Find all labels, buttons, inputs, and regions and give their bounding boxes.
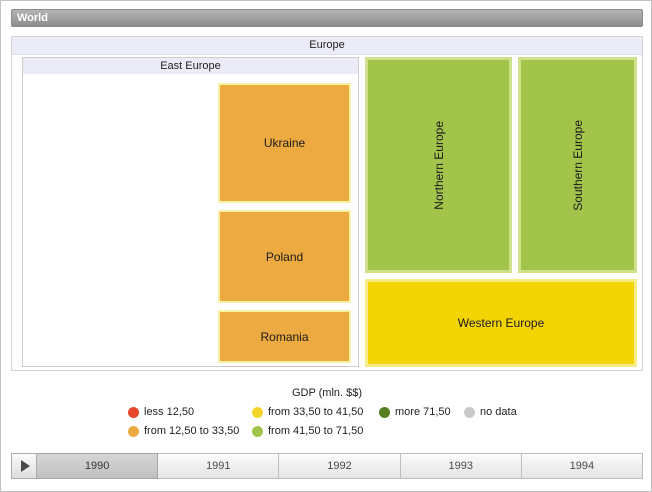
timeline-year-1992[interactable]: 1992 <box>279 453 401 479</box>
europe-group-header[interactable]: Europe <box>12 37 642 55</box>
timeline-year-1991[interactable]: 1991 <box>158 453 280 479</box>
legend-marker <box>252 425 263 437</box>
tile-western-europe[interactable]: Western Europe <box>365 279 637 367</box>
legend-marker <box>379 406 390 418</box>
legend-label: from 12,50 to 33,50 <box>144 425 240 437</box>
legend-label: from 33,50 to 41,50 <box>268 406 364 418</box>
timeline-year-1990[interactable]: 1990 <box>37 453 159 479</box>
east-europe-group: East Europe Ukraine Poland Romania <box>22 57 359 367</box>
legend-item: from 12,50 to 33,50 <box>128 425 239 437</box>
timeline-year-1994[interactable]: 1994 <box>521 453 644 479</box>
legend-item: from 41,50 to 71,50 <box>252 425 363 437</box>
play-icon <box>20 460 30 472</box>
treemap-chart: Europe East Europe Ukraine Poland Romani… <box>11 36 643 371</box>
east-europe-group-header[interactable]: East Europe <box>23 58 358 74</box>
legend-title: GDP (mln. $$) <box>291 387 363 399</box>
world-drillup-button[interactable]: World <box>11 9 643 27</box>
tile-label: Poland <box>265 249 304 264</box>
timeline-year-1993[interactable]: 1993 <box>400 453 522 479</box>
tile-label: Ukraine <box>263 136 306 150</box>
timeline: 1990 1991 1992 1993 1994 <box>11 453 644 479</box>
legend-item: from 33,50 to 41,50 <box>252 406 363 418</box>
legend-label: from 41,50 to 71,50 <box>268 425 364 437</box>
tile-label: Southern Europe <box>570 119 585 211</box>
legend-item: less 12,50 <box>128 406 194 418</box>
legend-item: no data <box>464 406 517 418</box>
legend: GDP (mln. $$) less 12,50 from 12,50 to 3… <box>1 387 651 445</box>
tile-label: Western Europe <box>457 316 545 330</box>
tile-label: Romania <box>260 329 309 344</box>
tile-southern-europe[interactable]: Southern Europe <box>518 57 637 273</box>
legend-marker <box>128 406 139 418</box>
world-label: World <box>17 12 48 24</box>
tile-romania[interactable]: Romania <box>218 310 351 363</box>
legend-marker <box>464 406 475 418</box>
legend-label: no data <box>480 406 517 418</box>
timeline-years: 1990 1991 1992 1993 1994 <box>37 453 644 479</box>
legend-label: more 71,50 <box>395 406 451 418</box>
legend-label: less 12,50 <box>144 406 195 418</box>
tile-poland[interactable]: Poland <box>218 210 351 303</box>
legend-item: more 71,50 <box>379 406 451 418</box>
play-button[interactable] <box>11 453 37 479</box>
tile-label: Northern Europe <box>431 120 446 210</box>
tile-ukraine[interactable]: Ukraine <box>218 83 351 203</box>
legend-marker <box>128 425 139 437</box>
tile-northern-europe[interactable]: Northern Europe <box>365 57 512 273</box>
legend-marker <box>252 406 263 418</box>
